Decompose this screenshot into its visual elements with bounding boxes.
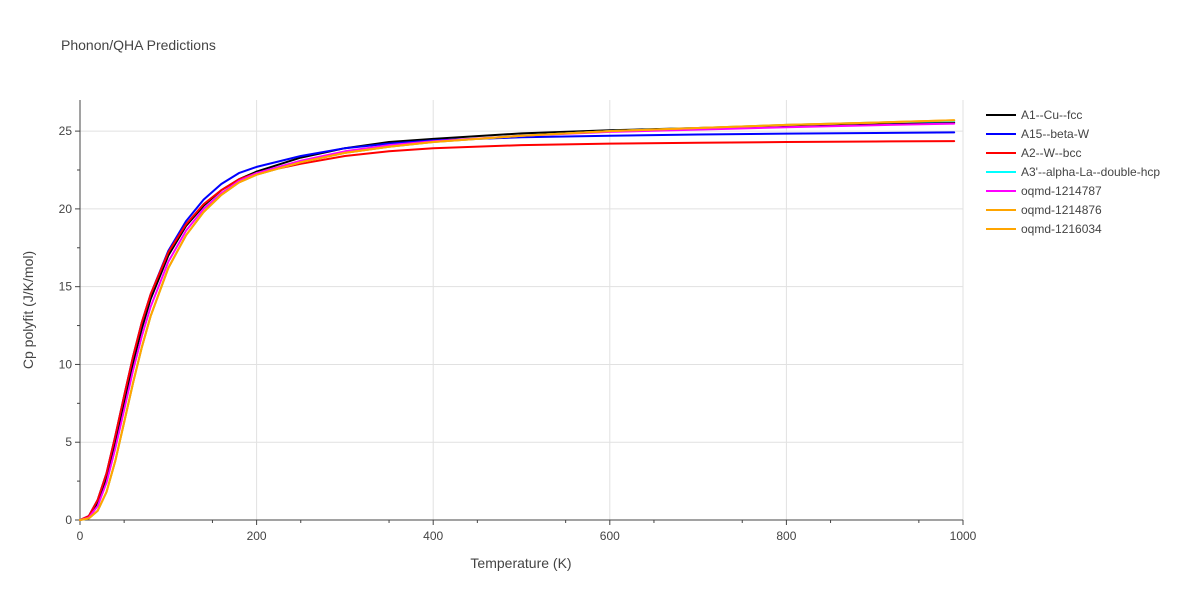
legend: A1--Cu--fcc A15--beta-W A2--W--bcc A3'--alp… xyxy=(986,108,1160,236)
x-axis-title: Temperature (K) xyxy=(470,555,571,571)
y-tick-label: 20 xyxy=(59,202,73,216)
legend-label: oqmd-1214876 xyxy=(1021,203,1102,217)
y-ticks: 0 5 10 15 20 25 xyxy=(59,124,80,527)
chart-title: Phonon/QHA Predictions xyxy=(61,37,216,53)
legend-item[interactable]: oqmd-1216034 xyxy=(986,222,1102,236)
legend-label: A1--Cu--fcc xyxy=(1021,108,1082,122)
y-tick-label: 25 xyxy=(59,124,73,138)
series-line xyxy=(79,131,956,521)
x-tick-label: 800 xyxy=(776,529,796,543)
series-line xyxy=(79,119,956,521)
legend-label: oqmd-1216034 xyxy=(1021,222,1102,236)
y-tick-label: 15 xyxy=(59,280,73,294)
series-line xyxy=(79,120,956,521)
series-line xyxy=(79,140,956,521)
y-tick-label: 5 xyxy=(65,435,72,449)
y-tick-label: 10 xyxy=(59,357,73,371)
legend-item[interactable]: A2--W--bcc xyxy=(986,146,1081,160)
x-tick-label: 600 xyxy=(600,529,620,543)
legend-item[interactable]: oqmd-1214876 xyxy=(986,203,1102,217)
grid-lines xyxy=(80,100,964,520)
x-tick-label: 400 xyxy=(423,529,443,543)
y-tick-label: 0 xyxy=(65,513,72,527)
legend-item[interactable]: oqmd-1214787 xyxy=(986,184,1102,198)
x-tick-label: 200 xyxy=(247,529,267,543)
legend-item[interactable]: A3'--alpha-La--double-hcp xyxy=(986,165,1160,179)
y-axis-title: Cp polyfit (J/K/mol) xyxy=(20,251,36,369)
series-line xyxy=(79,119,956,521)
x-ticks: 0 200 400 600 800 1000 xyxy=(77,520,977,543)
x-tick-label: 0 xyxy=(77,529,84,543)
series-group xyxy=(79,119,956,521)
legend-label: oqmd-1214787 xyxy=(1021,184,1102,198)
series-line xyxy=(79,122,956,521)
legend-label: A2--W--bcc xyxy=(1021,146,1081,160)
series-line xyxy=(79,121,956,521)
legend-label: A3'--alpha-La--double-hcp xyxy=(1021,165,1160,179)
legend-label: A15--beta-W xyxy=(1021,127,1090,141)
legend-item[interactable]: A15--beta-W xyxy=(986,127,1090,141)
legend-item[interactable]: A1--Cu--fcc xyxy=(986,108,1082,122)
x-tick-label: 1000 xyxy=(950,529,977,543)
axes xyxy=(79,100,963,521)
